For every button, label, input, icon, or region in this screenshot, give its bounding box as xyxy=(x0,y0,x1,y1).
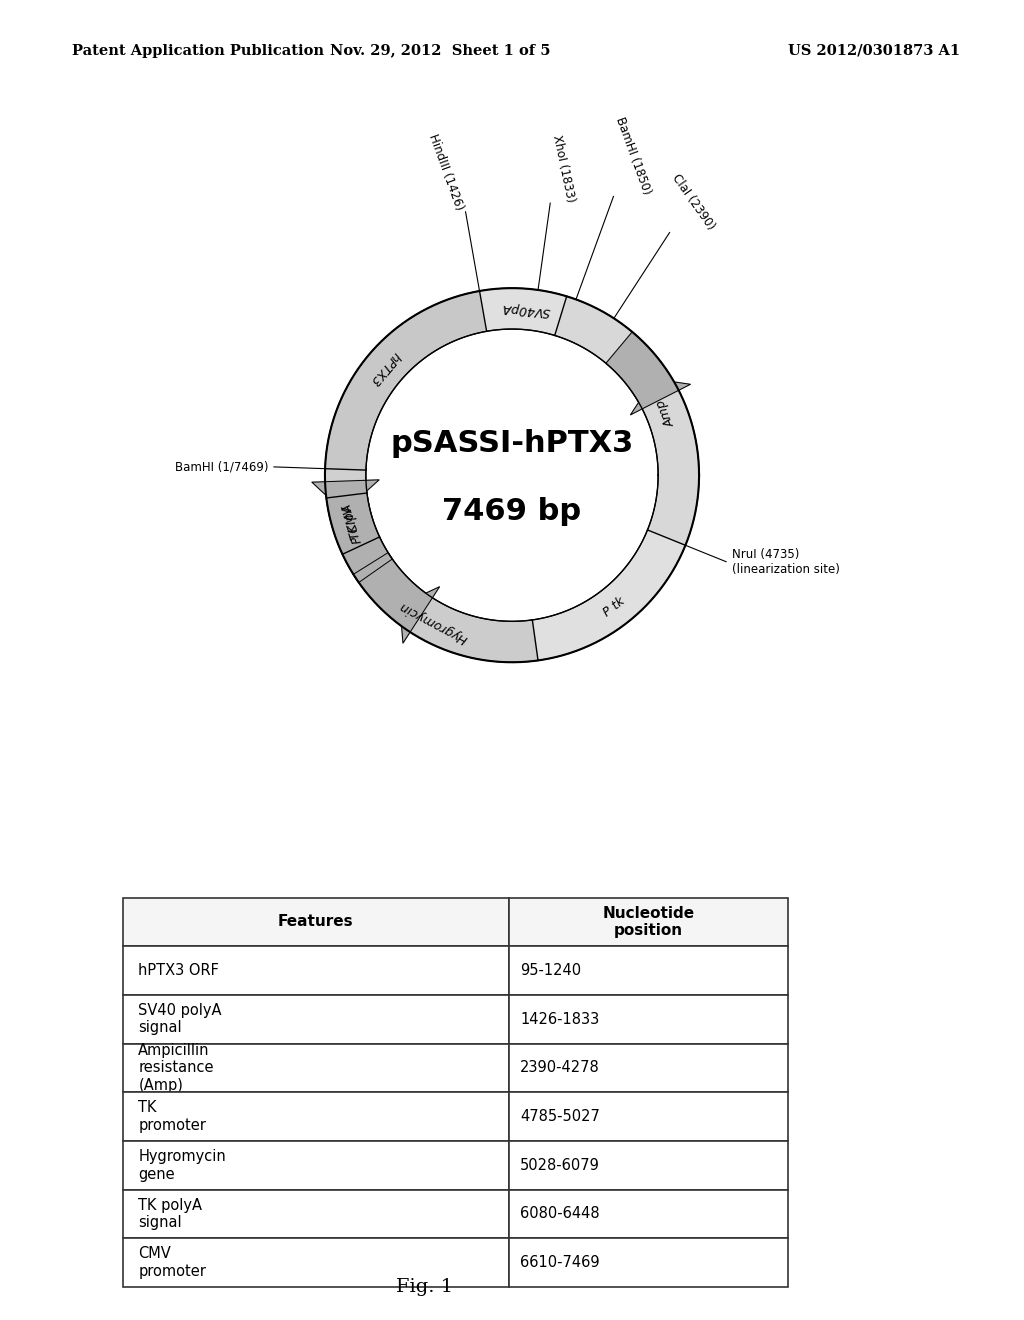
Polygon shape xyxy=(479,288,566,335)
Text: US 2012/0301873 A1: US 2012/0301873 A1 xyxy=(788,44,961,58)
Text: 7469 bp: 7469 bp xyxy=(442,498,582,527)
Text: ClaI (2390): ClaI (2390) xyxy=(670,172,718,232)
Polygon shape xyxy=(342,537,538,663)
Text: Amp: Amp xyxy=(655,397,678,429)
Text: Patent Application Publication: Patent Application Publication xyxy=(72,44,324,58)
Polygon shape xyxy=(327,492,380,554)
Polygon shape xyxy=(353,553,439,643)
Text: hPTX3: hPTX3 xyxy=(367,348,402,388)
Polygon shape xyxy=(555,296,699,545)
Text: Nov. 29, 2012  Sheet 1 of 5: Nov. 29, 2012 Sheet 1 of 5 xyxy=(330,44,551,58)
Text: BamHI (1850): BamHI (1850) xyxy=(613,115,653,197)
Text: Fig. 1: Fig. 1 xyxy=(396,1278,454,1296)
Text: P tk: P tk xyxy=(601,594,628,619)
Polygon shape xyxy=(325,290,486,470)
Polygon shape xyxy=(606,331,690,414)
Text: XhoI (1833): XhoI (1833) xyxy=(550,133,578,203)
Text: TK pA: TK pA xyxy=(341,502,364,540)
Text: HindIII (1426): HindIII (1426) xyxy=(426,132,466,211)
Polygon shape xyxy=(325,469,392,582)
Polygon shape xyxy=(312,480,392,582)
Text: Hygromycin: Hygromycin xyxy=(397,599,470,645)
Text: NruI (4735)
(linearization site): NruI (4735) (linearization site) xyxy=(732,548,840,576)
Text: pSASSI-hPTX3: pSASSI-hPTX3 xyxy=(390,429,634,458)
Text: BamHI (1/7469): BamHI (1/7469) xyxy=(174,461,268,474)
Polygon shape xyxy=(532,529,685,660)
Text: SV40pA: SV40pA xyxy=(502,301,551,318)
Text: P CMV: P CMV xyxy=(341,503,365,545)
